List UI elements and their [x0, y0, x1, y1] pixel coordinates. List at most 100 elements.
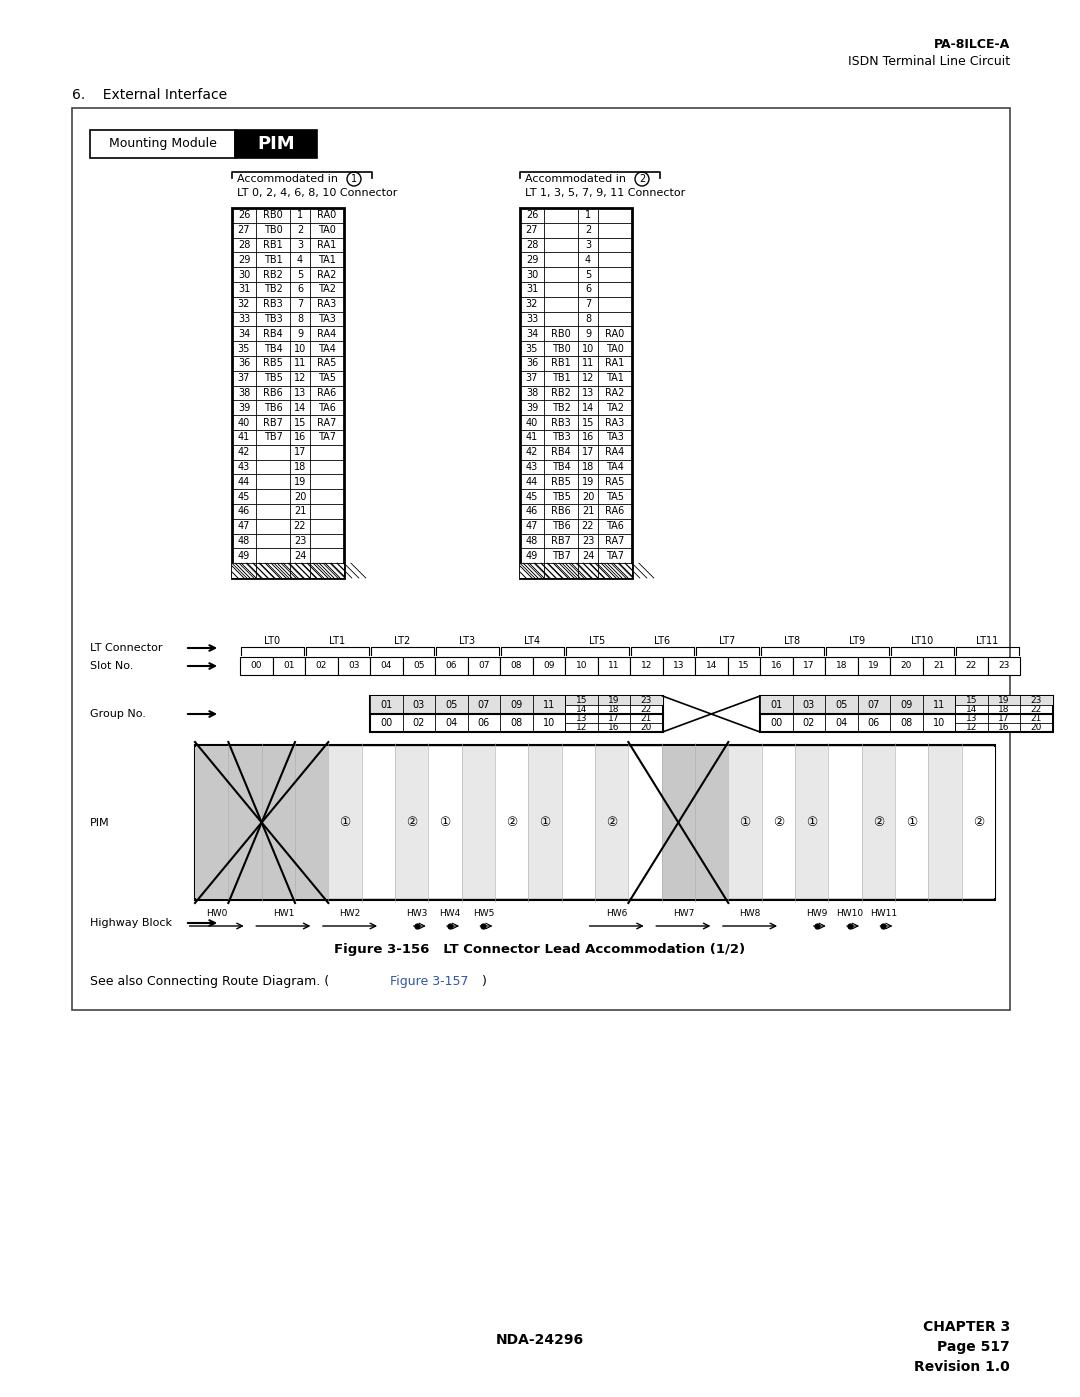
Text: ): ) — [482, 975, 487, 988]
Text: 15: 15 — [738, 662, 750, 671]
Bar — [662, 747, 696, 898]
Text: Accommodated in: Accommodated in — [525, 175, 626, 184]
Text: RB0: RB0 — [264, 211, 283, 221]
Text: 17: 17 — [294, 447, 307, 457]
Text: 45: 45 — [526, 492, 538, 502]
Text: 23: 23 — [998, 662, 1010, 671]
Text: RB6: RB6 — [264, 388, 283, 398]
Bar — [858, 657, 890, 675]
Text: Revision 1.0: Revision 1.0 — [915, 1361, 1010, 1375]
Text: TA3: TA3 — [319, 314, 336, 324]
Text: 18: 18 — [836, 662, 847, 671]
Text: 04: 04 — [380, 662, 392, 671]
Text: ①: ① — [740, 816, 751, 828]
Text: 5: 5 — [297, 270, 303, 279]
Text: 15: 15 — [294, 418, 307, 427]
Text: PIM: PIM — [90, 817, 110, 827]
Bar — [468, 696, 500, 714]
Text: HW4: HW4 — [440, 908, 461, 918]
Text: 23: 23 — [294, 536, 307, 546]
Text: RB2: RB2 — [551, 388, 571, 398]
Text: RA0: RA0 — [318, 211, 337, 221]
Bar — [305, 657, 337, 675]
Text: 06: 06 — [477, 718, 490, 728]
Text: 11: 11 — [294, 359, 306, 369]
Bar — [828, 747, 862, 898]
Bar — [228, 747, 261, 898]
Text: 10: 10 — [542, 718, 555, 728]
Text: 15: 15 — [966, 696, 977, 705]
Text: Figure 3-157: Figure 3-157 — [390, 975, 469, 988]
Text: 30: 30 — [526, 270, 538, 279]
Text: 02: 02 — [315, 662, 327, 671]
Text: 21: 21 — [933, 662, 944, 671]
Bar — [362, 747, 395, 898]
Text: 06: 06 — [446, 662, 457, 671]
Text: TA1: TA1 — [319, 254, 336, 265]
Text: 13: 13 — [294, 388, 306, 398]
Text: LT5: LT5 — [590, 636, 606, 645]
Text: RA5: RA5 — [605, 476, 624, 486]
Text: 35: 35 — [526, 344, 538, 353]
Text: 13: 13 — [673, 662, 685, 671]
Text: 08: 08 — [511, 662, 522, 671]
Text: LT Connector: LT Connector — [90, 643, 162, 652]
Text: Mounting Module: Mounting Module — [109, 137, 216, 151]
Bar — [630, 657, 662, 675]
Text: 14: 14 — [294, 402, 306, 412]
Text: 07: 07 — [867, 700, 880, 710]
Text: HW0: HW0 — [206, 908, 228, 918]
Text: 21: 21 — [294, 506, 307, 517]
Text: ②: ② — [873, 816, 883, 828]
Text: Accommodated in: Accommodated in — [237, 175, 338, 184]
Text: 22: 22 — [582, 521, 594, 531]
Text: 19: 19 — [294, 476, 306, 486]
Bar — [696, 747, 728, 898]
Bar — [519, 208, 632, 578]
Text: 18: 18 — [608, 705, 620, 714]
Text: 8: 8 — [297, 314, 303, 324]
Text: 11: 11 — [542, 700, 555, 710]
Text: 07: 07 — [478, 662, 489, 671]
Text: HW5: HW5 — [473, 908, 494, 918]
Text: 13: 13 — [966, 714, 977, 724]
Text: 41: 41 — [526, 433, 538, 443]
Bar — [597, 657, 630, 675]
Text: 11: 11 — [582, 359, 594, 369]
Bar — [987, 696, 1020, 705]
Bar — [461, 747, 495, 898]
Bar — [629, 747, 662, 898]
Text: TA7: TA7 — [318, 433, 336, 443]
Text: 12: 12 — [582, 373, 594, 383]
Text: 01: 01 — [770, 700, 782, 710]
Text: 09: 09 — [510, 700, 523, 710]
Text: 08: 08 — [900, 718, 913, 728]
Bar — [922, 657, 955, 675]
Text: TA4: TA4 — [319, 344, 336, 353]
Text: TA6: TA6 — [606, 521, 624, 531]
Text: 9: 9 — [585, 328, 591, 339]
Text: HW11: HW11 — [869, 908, 896, 918]
Text: TA2: TA2 — [318, 285, 336, 295]
Text: LT 1, 3, 5, 7, 9, 11 Connector: LT 1, 3, 5, 7, 9, 11 Connector — [525, 189, 685, 198]
Text: RA1: RA1 — [606, 359, 624, 369]
Bar — [295, 747, 328, 898]
Bar — [858, 696, 890, 714]
Bar — [793, 657, 825, 675]
Bar — [890, 657, 922, 675]
Text: RA2: RA2 — [605, 388, 624, 398]
Bar — [435, 657, 468, 675]
Text: 1: 1 — [351, 175, 357, 184]
Bar — [955, 657, 987, 675]
Bar — [760, 696, 793, 714]
Bar — [500, 657, 532, 675]
Text: 22: 22 — [1030, 705, 1042, 714]
Text: 10: 10 — [294, 344, 306, 353]
Text: 04: 04 — [835, 718, 848, 728]
Bar — [987, 657, 1020, 675]
Text: 23: 23 — [1030, 696, 1042, 705]
Text: ②: ② — [973, 816, 984, 828]
Bar — [565, 657, 597, 675]
Text: 11: 11 — [933, 700, 945, 710]
Text: 12: 12 — [294, 373, 307, 383]
